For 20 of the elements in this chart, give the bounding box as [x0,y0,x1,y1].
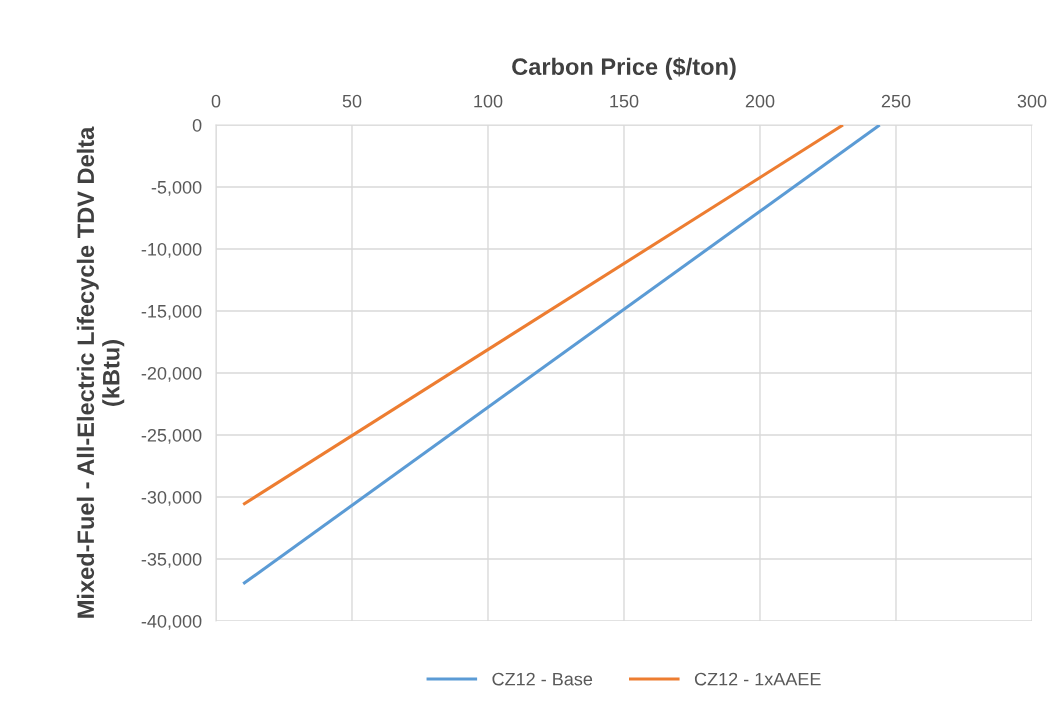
y-tick-label: -25,000 [141,428,202,444]
x-tick-label: 150 [610,94,639,108]
y-tick-label: -5,000 [151,180,202,196]
y-tick-label: -20,000 [141,366,202,382]
y-tick-label: 0 [192,118,202,132]
x-tick-label: 100 [474,94,503,108]
x-tick-label: 250 [881,94,911,108]
x-axis-title: Carbon Price ($/ton) [512,57,736,80]
y-tick-label: -35,000 [141,552,202,568]
y-axis-title: Mixed-Fuel - All-Electric Lifecycle TDV Delta (kBtu) [76,126,125,618]
y-tick-label: -40,000 [141,614,202,630]
x-tick-label: 0 [211,94,221,108]
y-tick-label: -10,000 [141,242,202,258]
x-tick-label: 200 [745,94,775,108]
x-tick-label: 50 [342,94,362,108]
y-tick-label: -15,000 [141,304,202,320]
y-tick-label: -30,000 [141,490,202,506]
legend-label: CZ12 - 1xAAEE [694,672,821,686]
legend-label: CZ12 - Base [492,672,593,686]
x-tick-label: 300 [1017,94,1047,108]
